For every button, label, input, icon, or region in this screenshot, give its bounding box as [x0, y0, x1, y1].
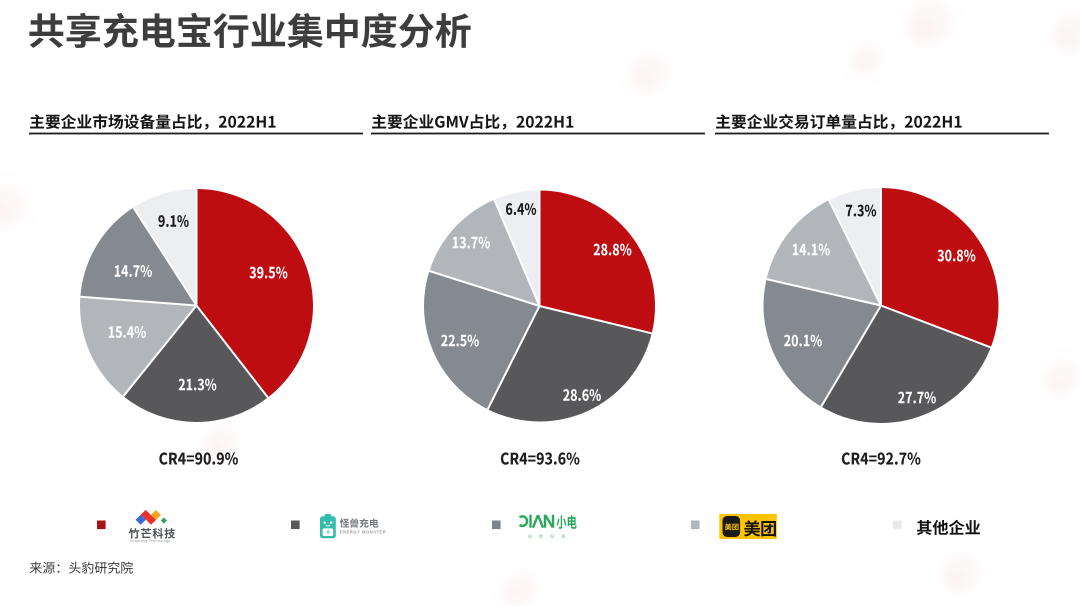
svg-text:Zhumang Technology: Zhumang Technology: [130, 539, 171, 543]
svg-text:ENERGY MONSTER: ENERGY MONSTER: [340, 530, 387, 535]
